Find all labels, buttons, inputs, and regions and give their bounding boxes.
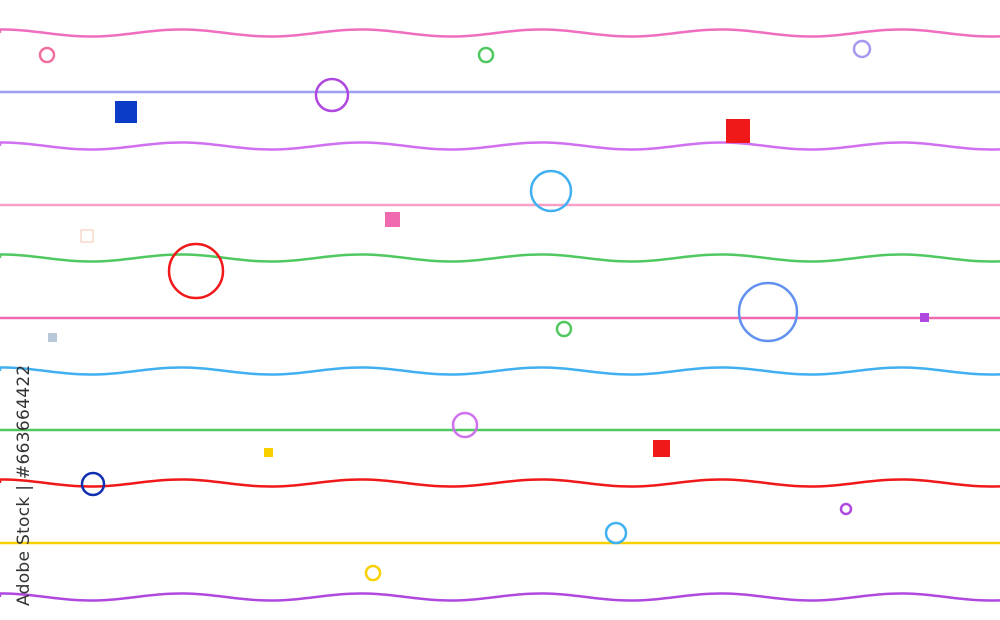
square-outline xyxy=(80,229,94,243)
circle xyxy=(38,46,56,64)
circle xyxy=(167,242,225,300)
square xyxy=(653,440,670,457)
circle xyxy=(604,521,628,545)
circle xyxy=(477,46,495,64)
wavy-line xyxy=(0,28,1000,38)
wavy-line xyxy=(0,592,1000,602)
square xyxy=(726,119,750,143)
wavy-line xyxy=(0,141,1000,151)
circle xyxy=(314,77,350,113)
circle xyxy=(451,411,479,439)
circle xyxy=(80,471,106,497)
circle xyxy=(555,320,573,338)
wavy-line xyxy=(0,253,1000,263)
wavy-line xyxy=(0,478,1000,488)
square xyxy=(48,333,57,342)
circle xyxy=(737,281,799,343)
square xyxy=(920,313,929,322)
circle xyxy=(364,564,382,582)
square xyxy=(264,448,273,457)
wavy-line xyxy=(0,366,1000,376)
circle xyxy=(839,502,853,516)
circle xyxy=(852,39,872,59)
square xyxy=(385,212,400,227)
square xyxy=(115,101,137,123)
watermark-text: Adobe Stock | #663664422 xyxy=(14,364,34,606)
circle xyxy=(529,169,573,213)
